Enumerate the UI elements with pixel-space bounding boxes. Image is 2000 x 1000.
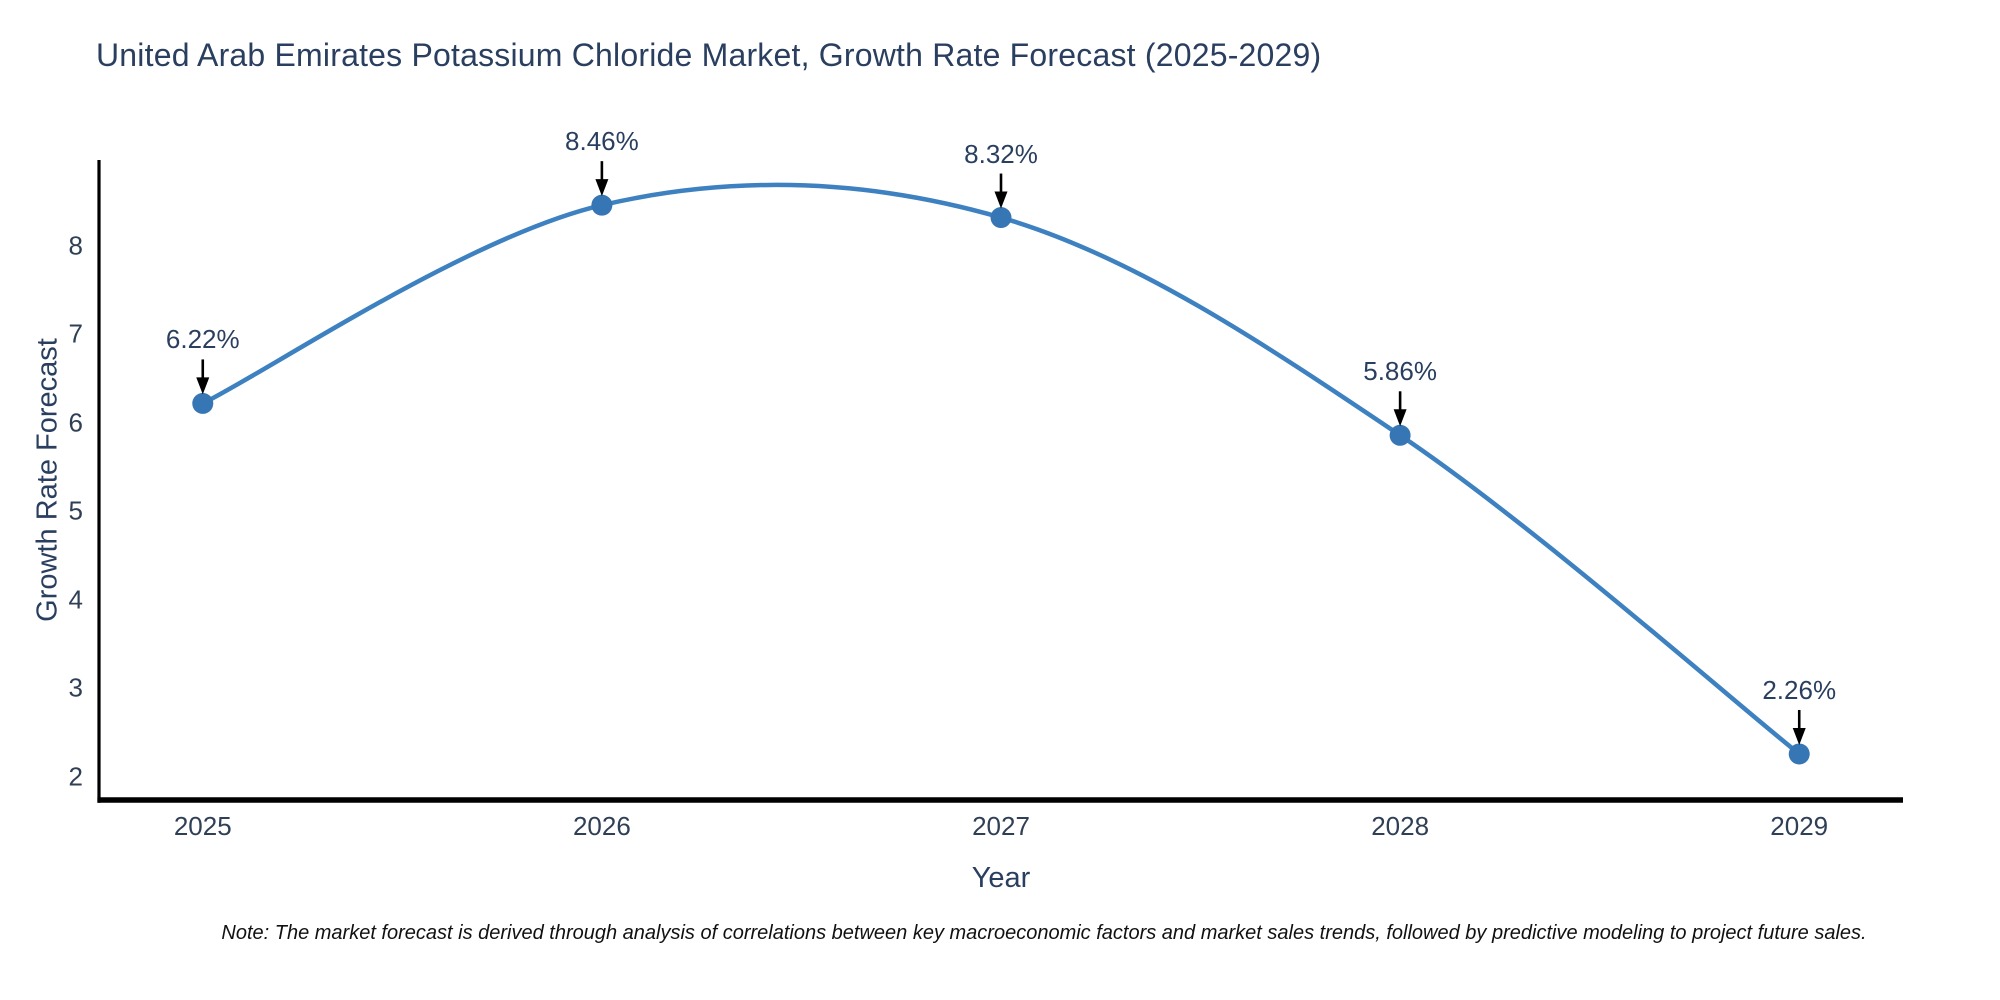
data-point-label: 6.22% <box>165 324 240 355</box>
x-tick-label: 2028 <box>1371 811 1430 841</box>
x-tick-label: 2025 <box>173 811 232 841</box>
annotation-arrowhead <box>196 377 210 395</box>
data-point-label: 2.26% <box>1762 674 1837 705</box>
x-axis-title: Year <box>971 862 1031 894</box>
y-tick-label: 8 <box>68 230 83 261</box>
annotation-arrowhead <box>595 179 609 197</box>
data-point-marker <box>192 392 214 414</box>
y-tick-label: 3 <box>68 672 83 703</box>
data-point-marker <box>990 207 1012 229</box>
data-point-label: 8.46% <box>565 126 639 157</box>
y-axis-title: Growth Rate Forecast <box>31 338 64 622</box>
chart-title: United Arab Emirates Potassium Chloride … <box>96 37 1322 73</box>
data-point-marker <box>1389 424 1411 446</box>
annotation-arrowhead <box>1792 727 1806 745</box>
data-point-marker <box>1788 743 1810 765</box>
x-tick-label: 2027 <box>972 811 1030 841</box>
annotation-arrowhead <box>1393 409 1407 427</box>
y-tick-label: 5 <box>68 495 83 526</box>
trend-line <box>200 182 1802 757</box>
y-tick-label: 7 <box>68 318 83 349</box>
footnote: Note: The market forecast is derived thr… <box>221 922 1867 944</box>
x-tick-label: 2029 <box>1770 811 1829 841</box>
y-tick-label: 6 <box>68 407 83 438</box>
data-point-label: 5.86% <box>1363 356 1437 387</box>
x-tick-label: 2026 <box>572 811 631 841</box>
y-tick-label: 4 <box>68 584 83 615</box>
y-tick-label: 2 <box>68 761 83 792</box>
data-point-label: 8.32% <box>964 138 1038 169</box>
annotation-arrowhead <box>994 191 1008 209</box>
data-point-marker <box>591 194 613 216</box>
